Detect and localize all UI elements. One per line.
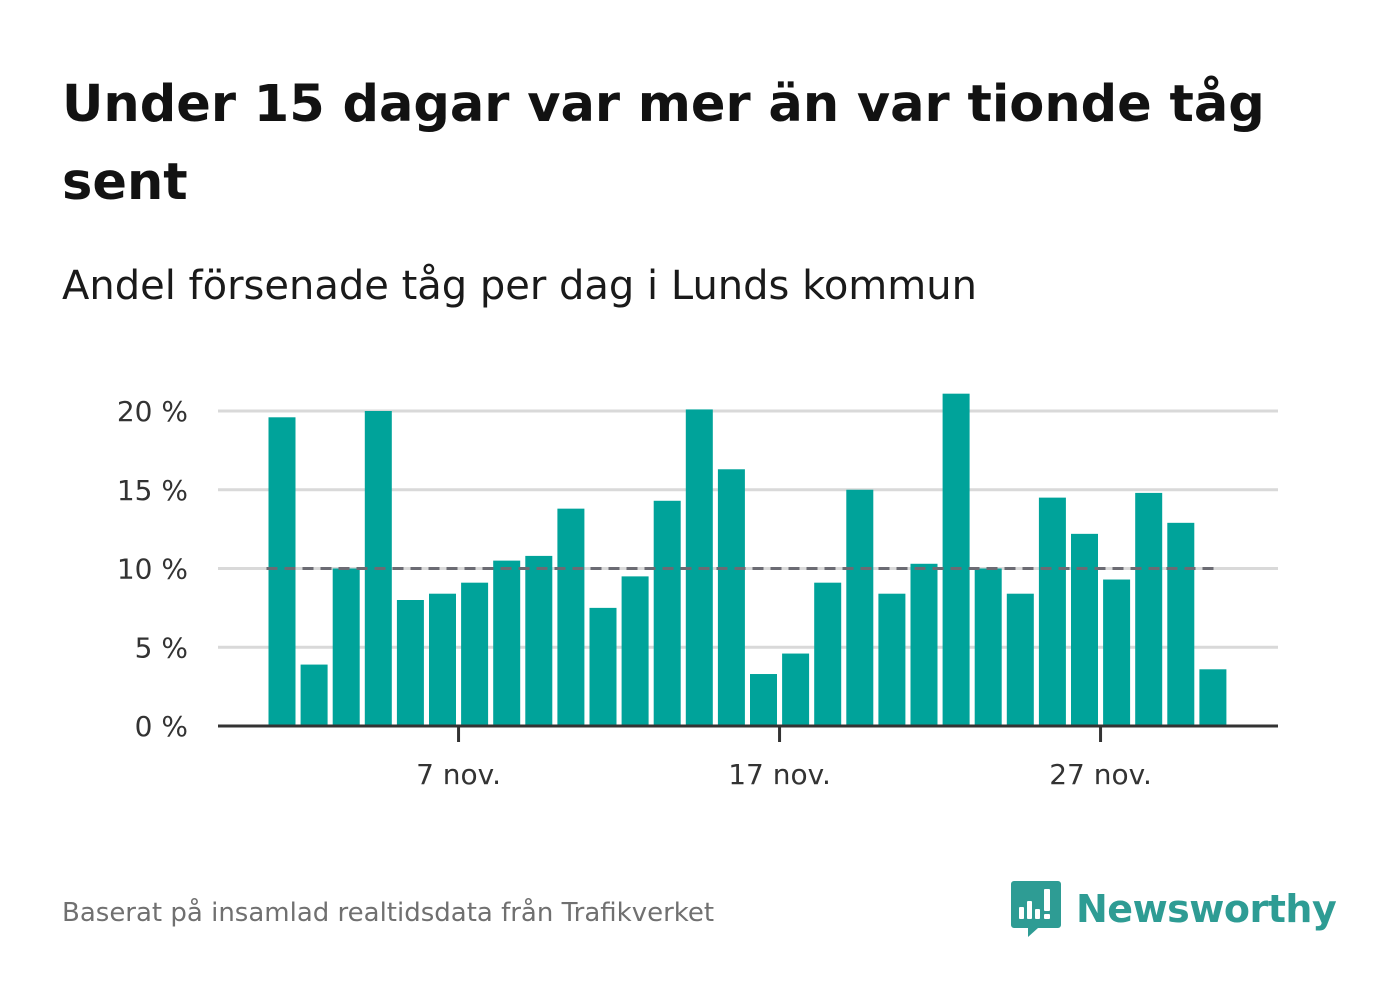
- bar: [1006, 593, 1034, 726]
- bar: [461, 582, 489, 726]
- y-tick-label: 0 %: [135, 710, 188, 743]
- bar: [621, 576, 649, 726]
- chart-title: Under 15 dagar var mer än var tionde tåg…: [62, 75, 1265, 212]
- bar: [653, 500, 681, 726]
- bar: [846, 489, 874, 726]
- bar: [1135, 492, 1163, 726]
- bar: [493, 560, 521, 726]
- bar: [974, 568, 1002, 726]
- y-tick-label: 10 %: [117, 553, 188, 586]
- newsworthy-logo-icon: [1011, 881, 1061, 937]
- bar: [782, 653, 810, 726]
- bar: [589, 607, 617, 726]
- brand-logo: Newsworthy: [1010, 878, 1337, 940]
- x-tick-label: 17 nov.: [728, 758, 831, 791]
- bar: [750, 674, 777, 726]
- bar: [814, 582, 842, 726]
- bar: [525, 555, 553, 726]
- bar: [396, 600, 424, 726]
- bar: [268, 417, 296, 726]
- bar: [332, 568, 360, 726]
- y-tick-label: 20 %: [117, 395, 188, 428]
- bar: [1167, 522, 1195, 726]
- y-tick-labels: 0 % 5 % 10 % 15 % 20 %: [117, 395, 188, 743]
- bar: [429, 593, 456, 726]
- y-tick-label: 5 %: [135, 631, 188, 664]
- x-tick-labels: 7 nov. 17 nov. 27 nov.: [416, 758, 1152, 791]
- bar: [910, 563, 938, 726]
- x-axis: [218, 724, 1278, 742]
- bar: [878, 593, 906, 726]
- bar: [942, 393, 970, 726]
- bar: [1103, 579, 1131, 726]
- x-tick-label: 27 nov.: [1049, 758, 1152, 791]
- bar: [1071, 533, 1098, 726]
- brand-name: Newsworthy: [1076, 887, 1337, 931]
- bar: [557, 508, 585, 726]
- source-note: Baserat på insamlad realtidsdata från Tr…: [62, 898, 715, 928]
- x-tick-label: 7 nov.: [416, 758, 501, 791]
- y-tick-label: 15 %: [117, 474, 188, 507]
- bar: [717, 469, 745, 726]
- bar: [1199, 669, 1227, 726]
- bar: [300, 664, 328, 726]
- bar-chart: 0 % 5 % 10 % 15 % 20 % 7 nov. 17 nov. 27 nov.: [117, 393, 1278, 791]
- chart-subtitle: Andel försenade tåg per dag i Lunds komm…: [62, 263, 977, 309]
- bars: [268, 393, 1227, 726]
- bar: [1038, 497, 1066, 726]
